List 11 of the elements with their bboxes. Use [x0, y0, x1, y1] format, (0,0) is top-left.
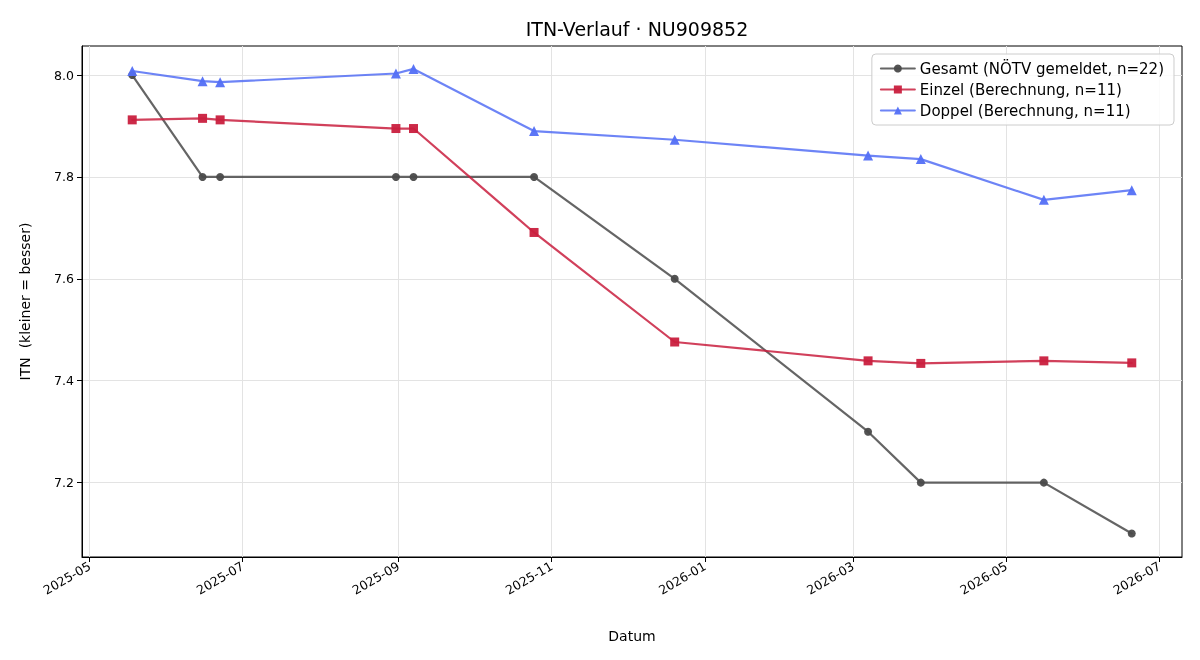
y-tick-label: 7.6 — [54, 271, 75, 287]
y-tick-label: 8.0 — [54, 67, 75, 83]
legend-label: Gesamt (NÖTV gemeldet, n=22) — [919, 58, 1165, 78]
chart-title: ITN-Verlauf · NU909852 — [525, 17, 749, 40]
y-tick-label: 7.8 — [54, 169, 75, 185]
x-axis-title: Datum — [608, 628, 656, 644]
legend-label: Einzel (Berechnung, n=11) — [919, 80, 1122, 99]
y-tick-label: 7.2 — [54, 475, 74, 491]
y-axis-title: ITN (kleiner = besser) — [17, 222, 33, 381]
y-tick-label: 7.4 — [54, 373, 75, 389]
legend-label: Doppel (Berechnung, n=11) — [919, 101, 1131, 120]
